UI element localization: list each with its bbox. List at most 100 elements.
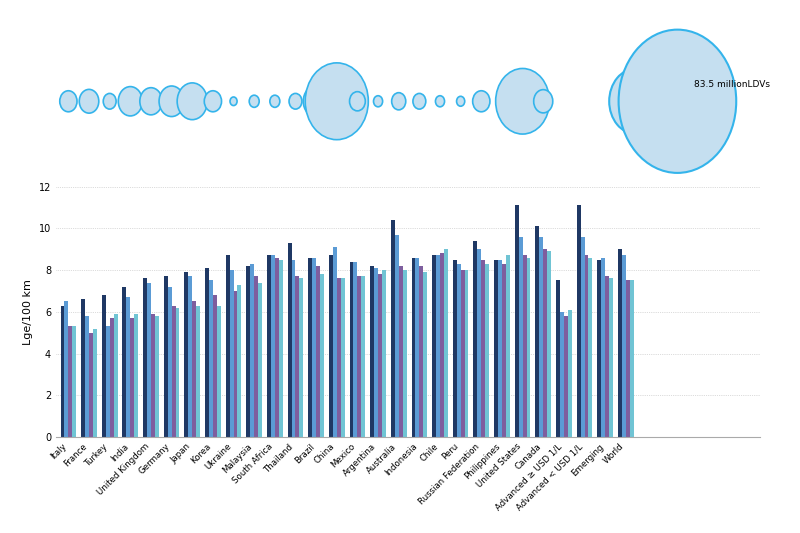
Bar: [568, 310, 572, 437]
Bar: [577, 205, 581, 437]
Bar: [378, 274, 382, 437]
Ellipse shape: [103, 93, 116, 109]
Bar: [560, 312, 564, 437]
Bar: [155, 316, 159, 437]
Bar: [209, 280, 213, 437]
Bar: [453, 260, 457, 437]
Text: 83.5 millionLDVs: 83.5 millionLDVs: [694, 80, 770, 88]
Bar: [130, 318, 134, 437]
Ellipse shape: [534, 90, 553, 113]
Ellipse shape: [498, 96, 506, 107]
Y-axis label: Lge/100 km: Lge/100 km: [23, 279, 34, 345]
Bar: [238, 285, 242, 437]
Bar: [329, 255, 333, 437]
Bar: [543, 249, 547, 437]
Bar: [518, 237, 522, 437]
Ellipse shape: [350, 92, 366, 111]
Ellipse shape: [306, 63, 368, 140]
Bar: [267, 255, 271, 437]
Bar: [502, 264, 506, 437]
Ellipse shape: [496, 68, 550, 134]
Bar: [522, 255, 526, 437]
Ellipse shape: [374, 96, 382, 107]
Bar: [598, 260, 602, 437]
Bar: [295, 276, 299, 437]
Bar: [299, 278, 303, 437]
Bar: [602, 257, 605, 437]
Ellipse shape: [250, 95, 259, 107]
Bar: [609, 278, 613, 437]
Bar: [494, 260, 498, 437]
Ellipse shape: [177, 83, 207, 119]
Bar: [147, 282, 151, 437]
Bar: [486, 264, 489, 437]
Bar: [168, 287, 172, 437]
Bar: [354, 262, 358, 437]
Bar: [143, 278, 147, 437]
Bar: [465, 270, 469, 437]
Bar: [312, 257, 316, 437]
Bar: [391, 220, 394, 437]
Bar: [622, 255, 626, 437]
Ellipse shape: [118, 86, 142, 116]
Bar: [151, 314, 155, 437]
Bar: [432, 255, 436, 437]
Bar: [474, 241, 478, 437]
Bar: [172, 305, 175, 437]
Bar: [81, 300, 85, 437]
Ellipse shape: [303, 86, 329, 117]
Bar: [350, 262, 354, 437]
Bar: [234, 291, 238, 437]
Bar: [506, 255, 510, 437]
Bar: [213, 295, 217, 437]
Bar: [164, 276, 168, 437]
Bar: [61, 305, 65, 437]
Bar: [246, 266, 250, 437]
Bar: [93, 328, 97, 437]
Bar: [547, 251, 551, 437]
Bar: [394, 235, 398, 437]
Ellipse shape: [270, 95, 280, 107]
Bar: [444, 249, 448, 437]
Bar: [250, 264, 254, 437]
Bar: [271, 255, 275, 437]
Ellipse shape: [289, 93, 302, 109]
Ellipse shape: [204, 91, 222, 112]
Bar: [188, 276, 192, 437]
Bar: [440, 253, 444, 437]
Bar: [114, 314, 118, 437]
Ellipse shape: [140, 88, 162, 115]
Bar: [89, 333, 93, 437]
Bar: [106, 326, 110, 437]
Bar: [230, 270, 234, 437]
Bar: [308, 257, 312, 437]
Bar: [419, 266, 423, 437]
Bar: [358, 276, 362, 437]
Bar: [564, 316, 568, 437]
Bar: [362, 276, 366, 437]
Bar: [175, 308, 179, 437]
Ellipse shape: [230, 97, 237, 106]
Bar: [482, 260, 486, 437]
Bar: [589, 257, 592, 437]
Bar: [68, 326, 72, 437]
Ellipse shape: [392, 93, 406, 110]
Ellipse shape: [159, 86, 184, 117]
Bar: [461, 270, 465, 437]
Ellipse shape: [60, 91, 77, 112]
Bar: [457, 264, 461, 437]
Bar: [122, 287, 126, 437]
Bar: [415, 257, 419, 437]
Bar: [535, 226, 539, 437]
Bar: [291, 260, 295, 437]
Ellipse shape: [610, 68, 663, 134]
Bar: [514, 205, 518, 437]
Bar: [630, 280, 634, 437]
Bar: [278, 260, 282, 437]
Bar: [102, 295, 106, 437]
Bar: [498, 260, 502, 437]
Bar: [254, 276, 258, 437]
Bar: [478, 249, 482, 437]
Bar: [226, 255, 230, 437]
Ellipse shape: [621, 63, 684, 140]
